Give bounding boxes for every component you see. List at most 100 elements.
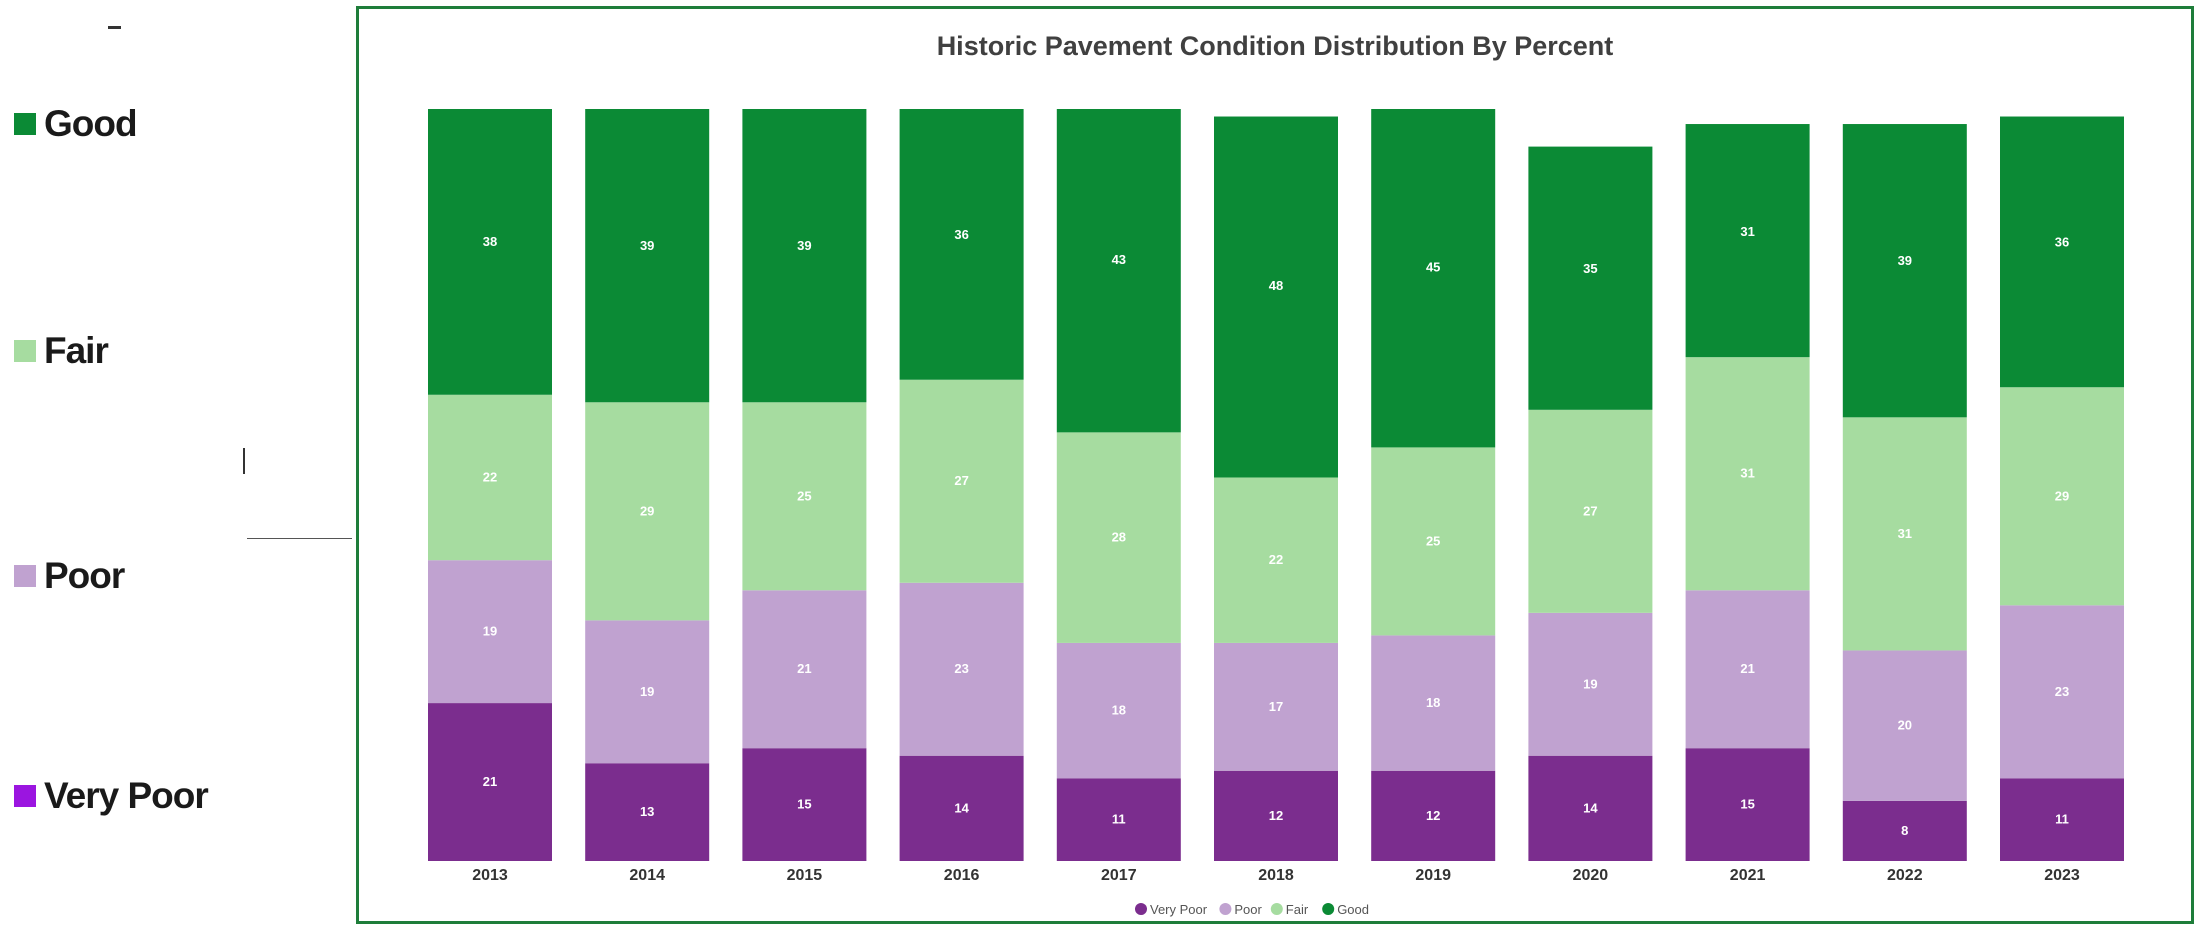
data-label-very-poor-2017: 11 [1112,812,1126,827]
bar-fair-2013 [428,394,552,561]
legend-label-poor: Poor [1234,902,1262,917]
bar-fair-2017 [1056,432,1181,643]
bar-very-poor-2014 [585,763,710,861]
data-label-very-poor-2022: 8 [1901,823,1908,838]
data-label-fair-2018: 22 [1269,552,1283,567]
crop-artifact-tick [243,448,245,474]
bar-very-poor-2015 [742,748,867,861]
bar-good-2016 [899,109,1024,380]
data-label-fair-2020: 27 [1583,503,1597,518]
side-legend-item-very-poor: Very Poor [14,775,209,817]
side-legend-item-poor: Poor [14,555,125,597]
bar-poor-2019 [1371,635,1496,771]
data-label-very-poor-2018: 12 [1269,808,1283,823]
data-label-very-poor-2014: 13 [640,804,654,819]
data-label-poor-2014: 19 [640,684,654,699]
data-label-poor-2020: 19 [1583,676,1597,691]
x-tick-label-2021: 2021 [1730,867,1766,884]
swatch-fair-icon [14,340,36,362]
data-label-poor-2013: 19 [483,624,497,639]
data-label-poor-2017: 18 [1112,703,1126,718]
data-label-good-2013: 38 [483,234,497,249]
x-tick-label-2016: 2016 [944,867,980,884]
bar-good-2021 [1685,124,1810,358]
bar-fair-2018 [1214,477,1338,643]
bar-poor-2016 [899,582,1024,756]
data-label-poor-2022: 20 [1898,718,1912,733]
bar-fair-2023 [2000,387,2124,606]
data-label-good-2015: 39 [797,238,811,253]
x-tick-label-2017: 2017 [1101,867,1137,884]
crop-artifact-dash [108,26,121,29]
chart-plot: 2119223820131319293920141521253920151423… [428,109,2124,917]
swatch-very-poor-icon [14,785,36,807]
bar-good-2013 [428,109,552,395]
data-label-very-poor-2013: 21 [483,774,497,789]
data-label-poor-2021: 21 [1740,661,1754,676]
side-legend-item-good: Good [14,103,138,145]
bar-poor-2013 [428,560,552,704]
legend-marker-very-poor-icon [1135,903,1147,915]
bar-fair-2015 [742,402,867,591]
data-label-good-2023: 36 [2055,234,2069,249]
divider-line [247,538,352,539]
data-label-good-2021: 31 [1740,224,1754,239]
side-legend-item-fair: Fair [14,330,109,372]
bar-poor-2023 [2000,605,2124,779]
bar-very-poor-2021 [1685,748,1810,861]
data-label-good-2022: 39 [1898,253,1912,268]
bar-fair-2021 [1685,357,1810,591]
swatch-good-icon [14,113,36,135]
bar-very-poor-2020 [1528,755,1653,861]
x-tick-label-2022: 2022 [1887,867,1923,884]
bar-very-poor-2016 [899,755,1024,861]
legend-marker-poor-icon [1219,903,1232,915]
bar-good-2014 [585,109,710,403]
data-label-poor-2019: 18 [1426,695,1440,710]
x-tick-label-2014: 2014 [629,867,665,884]
data-label-poor-2015: 21 [797,661,811,676]
bar-poor-2018 [1214,642,1338,771]
bar-good-2015 [742,109,867,403]
data-label-poor-2016: 23 [954,661,968,676]
data-label-fair-2023: 29 [2055,488,2069,503]
chart-panel: Historic Pavement Condition Distribution… [356,6,2194,924]
x-tick-label-2023: 2023 [2044,867,2080,884]
bar-very-poor-2013 [428,703,552,861]
side-legend-label-good: Good [44,103,138,144]
legend-label-good: Good [1337,902,1369,917]
x-tick-label-2020: 2020 [1573,867,1609,884]
bar-poor-2015 [742,590,867,749]
bar-good-2022 [1842,124,1967,418]
x-tick-label-2013: 2013 [472,867,508,884]
data-label-very-poor-2023: 11 [2055,812,2069,827]
data-label-poor-2023: 23 [2055,684,2069,699]
bar-very-poor-2023 [2000,778,2124,861]
x-tick-label-2018: 2018 [1258,867,1294,884]
data-label-fair-2014: 29 [640,503,654,518]
data-label-good-2020: 35 [1583,261,1597,276]
data-label-good-2016: 36 [954,227,968,242]
bar-fair-2016 [899,379,1024,583]
data-label-very-poor-2015: 15 [797,797,811,812]
bar-poor-2020 [1528,612,1653,756]
bar-good-2020 [1528,146,1653,410]
x-tick-label-2015: 2015 [787,867,823,884]
side-legend-label-poor: Poor [44,555,125,596]
chart-legend: Very Poor Poor Fair Good [1135,902,1369,917]
swatch-poor-icon [14,565,36,587]
data-label-fair-2017: 28 [1112,530,1126,545]
data-label-fair-2022: 31 [1898,526,1912,541]
legend-marker-fair-icon [1270,903,1283,915]
bar-good-2018 [1214,116,1338,478]
side-legend-label-very-poor: Very Poor [44,775,209,816]
bar-good-2019 [1371,109,1496,448]
data-label-good-2017: 43 [1112,252,1126,267]
x-tick-label-2019: 2019 [1415,867,1451,884]
bar-good-2017 [1056,109,1181,433]
data-label-fair-2016: 27 [954,473,968,488]
data-label-fair-2015: 25 [797,488,811,503]
bar-very-poor-2022 [1842,800,1967,861]
data-label-good-2014: 39 [640,238,654,253]
chart-title: Historic Pavement Condition Distribution… [936,31,1614,61]
